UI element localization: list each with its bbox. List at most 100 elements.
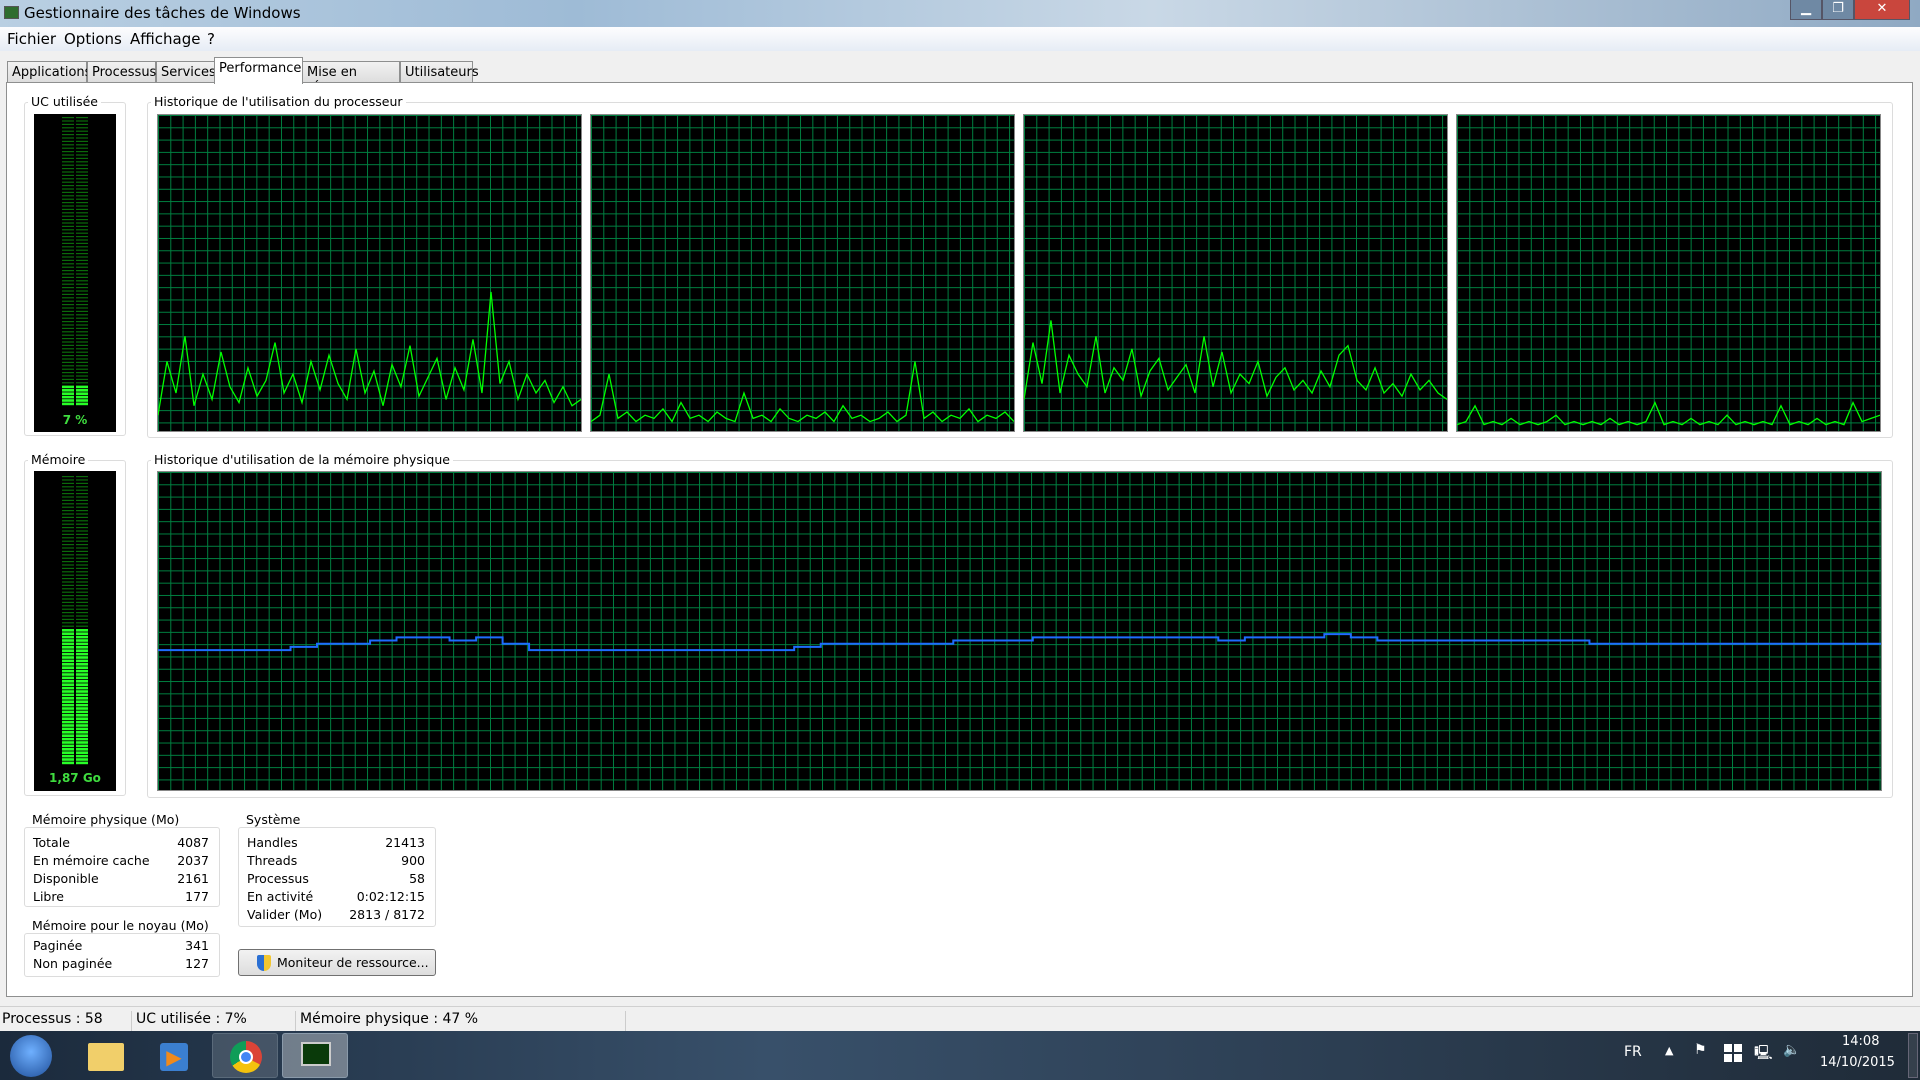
stat-label: Threads <box>247 853 298 868</box>
stat-value: 127 <box>185 956 209 971</box>
meter-segment-filled <box>76 731 88 734</box>
meter-segment-empty <box>76 307 88 309</box>
memory-history-label: Historique d'utilisation de la mémoire p… <box>151 452 453 467</box>
meter-segment-filled <box>76 748 88 751</box>
meter-segment-empty <box>76 382 88 384</box>
meter-segment-empty <box>76 212 88 214</box>
stat-row: Non paginée 127 <box>33 956 209 974</box>
clock-time[interactable]: 14:08 <box>1842 1034 1880 1049</box>
meter-segment-empty <box>76 242 88 244</box>
tab-performance[interactable]: Performance <box>214 57 303 84</box>
meter-segment-empty <box>62 571 74 573</box>
meter-segment-empty <box>62 174 74 176</box>
meter-segment-empty <box>76 280 88 282</box>
meter-segment-empty <box>76 482 88 484</box>
meter-segment-filled <box>76 734 88 737</box>
meter-segment-filled <box>76 683 88 686</box>
meter-segment-empty <box>76 195 88 197</box>
stat-row: En mémoire cache 2037 <box>33 853 209 871</box>
meter-segment-empty <box>62 280 74 282</box>
taskbar-chrome[interactable] <box>212 1033 278 1078</box>
tab-mise-en-reseau[interactable]: Mise en réseau <box>302 61 400 95</box>
meter-segment-empty <box>62 144 74 146</box>
taskbar-task-manager[interactable] <box>282 1033 348 1078</box>
meter-segment-empty <box>76 554 88 556</box>
menu-affichage[interactable]: Affichage <box>130 30 201 48</box>
meter-segment-filled <box>62 385 74 389</box>
start-button[interactable] <box>10 1035 52 1077</box>
volume-icon[interactable]: 🔈 <box>1783 1042 1801 1058</box>
meter-segment-empty <box>62 259 74 261</box>
meter-segment-empty <box>62 161 74 163</box>
meter-segment-empty <box>76 574 88 576</box>
meter-segment-filled <box>76 758 88 761</box>
tab-utilisateurs[interactable]: Utilisateurs <box>400 61 479 83</box>
meter-segment-empty <box>62 361 74 363</box>
meter-segment-empty <box>62 185 74 187</box>
show-desktop-button[interactable] <box>1908 1033 1918 1078</box>
meter-segment-empty <box>62 270 74 272</box>
meter-segment-empty <box>76 547 88 549</box>
meter-segment-empty <box>62 120 74 122</box>
meter-segment-empty <box>76 372 88 374</box>
meter-segment-empty <box>62 222 74 224</box>
menu-options[interactable]: Options <box>64 30 122 48</box>
meter-segment-empty <box>76 378 88 380</box>
close-button[interactable]: ✕ <box>1854 0 1910 20</box>
meter-segment-empty <box>76 229 88 231</box>
taskbar-explorer[interactable] <box>72 1033 138 1078</box>
resource-monitor-button[interactable]: Moniteur de ressource... <box>238 949 436 976</box>
meter-segment-empty <box>76 293 88 295</box>
windows-update-icon[interactable] <box>1724 1044 1742 1062</box>
meter-segment-empty <box>76 205 88 207</box>
tab-processus[interactable]: Processus <box>87 61 156 83</box>
language-indicator[interactable]: FR <box>1624 1044 1642 1060</box>
meter-segment-empty <box>62 533 74 535</box>
meter-segment-empty <box>62 608 74 610</box>
meter-segment-empty <box>76 520 88 522</box>
meter-segment-empty <box>62 232 74 234</box>
meter-segment-filled <box>76 673 88 676</box>
cpu-core-2-line <box>591 361 1014 423</box>
meter-segment-empty <box>76 164 88 166</box>
menu-fichier[interactable]: Fichier <box>7 30 57 48</box>
meter-segment-empty <box>62 557 74 559</box>
stat-label: En mémoire cache <box>33 853 150 868</box>
meter-segment-empty <box>76 256 88 258</box>
meter-segment-empty <box>76 171 88 173</box>
stat-value: 58 <box>409 871 425 886</box>
meter-segment-filled <box>76 700 88 703</box>
stat-label: Disponible <box>33 871 99 886</box>
meter-segment-empty <box>76 219 88 221</box>
meter-segment-empty <box>76 127 88 129</box>
meter-segment-filled <box>76 629 88 632</box>
maximize-button[interactable]: ❐ <box>1822 0 1854 20</box>
meter-segment-empty <box>76 581 88 583</box>
meter-segment-empty <box>76 327 88 329</box>
meter-segment-empty <box>62 123 74 125</box>
meter-segment-empty <box>76 270 88 272</box>
meter-segment-empty <box>62 584 74 586</box>
stat-label: Libre <box>33 889 64 904</box>
meter-segment-empty <box>62 191 74 193</box>
taskbar: ▶ FR ▲ ⚑ 🖳 🔈 14:08 14/10/2015 <box>0 1031 1920 1080</box>
meter-segment-empty <box>76 368 88 370</box>
meter-segment-empty <box>62 246 74 248</box>
action-center-flag-icon[interactable]: ⚑ <box>1694 1042 1707 1058</box>
minimize-button[interactable]: ▁ <box>1790 0 1822 20</box>
meter-segment-empty <box>62 283 74 285</box>
meter-segment-filled <box>62 693 74 697</box>
tab-services[interactable]: Services <box>156 61 216 83</box>
menu-help[interactable]: ? <box>207 30 215 48</box>
clock-date[interactable]: 14/10/2015 <box>1820 1055 1895 1070</box>
network-icon[interactable]: 🖳 <box>1754 1045 1773 1061</box>
meter-segment-filled <box>76 402 88 406</box>
tab-applications[interactable]: Applications <box>7 61 91 83</box>
system-group: Handles 21413 Threads 900 Processus 58 En a… <box>238 827 436 927</box>
meter-segment-empty <box>62 205 74 207</box>
taskbar-media-player[interactable]: ▶ <box>140 1033 206 1078</box>
meter-segment-filled <box>62 717 74 720</box>
meter-segment-filled <box>76 724 88 727</box>
meter-segment-empty <box>76 503 88 505</box>
show-hidden-icons-icon[interactable]: ▲ <box>1665 1044 1674 1057</box>
